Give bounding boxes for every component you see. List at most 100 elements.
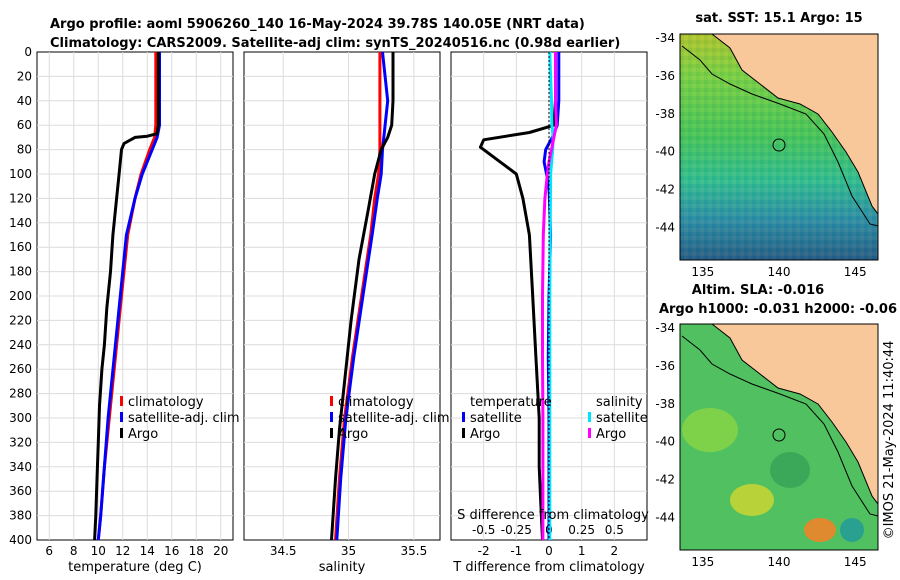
sst-tick-labels: 135 140 145 -34 -36 -38 -40 -42 -44 [655,31,866,279]
series-line-temperature-argo [478,52,557,541]
y-tick-label: 200 [9,289,32,303]
legend-swatch-satellite [120,412,123,422]
x-tick-label: 0 [545,544,553,558]
lat-tick-label: -40 [655,435,675,449]
legend-label-satellite: satellite-adj. clim [128,411,240,426]
sla-argo-marker [772,428,786,442]
x-tick-label: 8 [70,544,78,558]
legend-swatch-s-argo [588,428,591,438]
legend-label-t-satellite: satellite [470,411,522,426]
legend-label-temperature: temperature [470,395,552,410]
legend-label-climatology: climatology [338,395,414,410]
y-tick-label: 320 [9,435,32,449]
x-tick-label: -2 [478,544,490,558]
land-mass [680,324,878,505]
lat-tick-label: -42 [655,183,675,197]
sla-patch [804,518,836,542]
y-tick-label: 180 [9,265,32,279]
sla-patch [730,484,774,516]
y-tick-label: 380 [9,509,32,523]
legend-label-argo: Argo [338,427,368,442]
legend-label-salinity: salinity [596,395,643,410]
difference-top-xlabel: S difference from climatology [457,508,649,523]
lat-tick-label: -38 [655,397,675,411]
series-line-argo [93,52,160,541]
depth-tick-labels: 0 20 40 60 80 100 120 140 160 180 200 220 240 260 280 3… [9,45,32,547]
y-tick-label: 60 [17,118,32,132]
lon-tick-label: 135 [691,555,714,569]
legend-label-argo: Argo [128,427,158,442]
y-tick-label: 360 [9,484,32,498]
x-tick-label: -1 [510,544,522,558]
y-tick-label: 40 [17,94,32,108]
salinity-tick-labels: 34.5 35 35.5 [270,544,427,558]
lon-tick-label: 145 [844,555,867,569]
difference-legend: temperature satellite Argo salinity sate… [462,395,648,442]
y-tick-label: 340 [9,460,32,474]
top-tick-label: -0.25 [501,523,532,537]
difference-series [478,51,561,541]
top-tick-label: 0.5 [605,523,624,537]
salinity-grid [244,52,440,540]
x-tick-label: 18 [189,544,204,558]
salinity-difference-tick-labels: -0.5-0.2500.250.5 [472,523,624,537]
lat-tick-label: -40 [655,145,675,159]
x-tick-label: 2 [611,544,619,558]
x-tick-label: 14 [140,544,155,558]
series-line-salinity-satellite [548,51,555,540]
sla-patch [682,408,738,452]
temperature-xlabel: temperature (deg C) [68,560,202,575]
salinity-xlabel: salinity [319,560,366,575]
y-tick-label: 400 [9,533,32,547]
legend-label-s-argo: Argo [596,427,626,442]
lat-tick-label: -34 [655,31,675,45]
series-line-argo [330,52,395,541]
y-tick-label: 220 [9,313,32,327]
lat-tick-label: -42 [655,473,675,487]
top-tick-label: 0.25 [568,523,595,537]
title-line-1: Argo profile: aoml 5906260_140 16-May-20… [50,17,585,32]
y-tick-label: 280 [9,387,32,401]
lat-tick-label: -44 [655,221,675,235]
legend-label-t-argo: Argo [470,427,500,442]
legend-label-s-satellite: satellite [596,411,648,426]
sla-patch [770,452,810,488]
legend-label-satellite: satellite-adj. clim [338,411,450,426]
lat-tick-label: -38 [655,107,675,121]
legend-label-climatology: climatology [128,395,204,410]
difference-xlabel: T difference from climatology [452,560,645,575]
sla-tick-labels: 135 140 145 -34 -36 -38 -40 -42 -44 [655,321,866,569]
lat-tick-label: -44 [655,511,675,525]
lat-tick-label: -34 [655,321,675,335]
temperature-series [93,52,161,541]
y-tick-label: 20 [17,69,32,83]
sst-frame [679,33,879,261]
legend-swatch-satellite [330,412,333,422]
legend-swatch-climatology [330,396,333,406]
lon-tick-label: 145 [844,265,867,279]
y-tick-label: 240 [9,338,32,352]
x-tick-label: 1 [578,544,586,558]
lon-tick-label: 135 [691,265,714,279]
sla-map-title-1: Altim. SLA: -0.016 [692,283,824,298]
y-tick-label: 120 [9,191,32,205]
y-tick-label: 160 [9,240,32,254]
temperature-tick-labels: 6 8 10 12 14 16 18 20 [45,544,228,558]
salinity-series [330,51,395,541]
x-tick-label: 35 [341,544,356,558]
sla-map-title-2: Argo h1000: -0.031 h2000: -0.06 [659,302,897,317]
sst-argo-marker [772,138,786,152]
y-tick-label: 140 [9,216,32,230]
title-line-2: Climatology: CARS2009. Satellite-adj cli… [50,36,620,51]
shelf-contour [681,335,878,517]
lon-tick-label: 140 [768,555,791,569]
y-tick-label: 300 [9,411,32,425]
legend-swatch-argo [120,428,123,438]
x-tick-label: 20 [213,544,228,558]
x-tick-label: 12 [115,544,130,558]
sst-map [679,33,879,261]
salinity-legend: climatology satellite-adj. clim Argo [330,395,450,442]
x-tick-label: 34.5 [270,544,297,558]
lon-tick-label: 140 [768,265,791,279]
